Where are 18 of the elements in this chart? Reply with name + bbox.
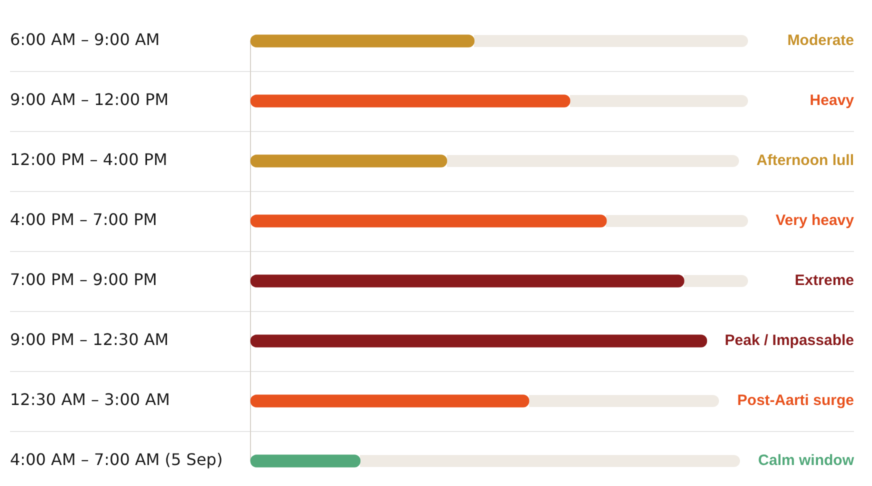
- y-tick-label: 9:00 AM – 12:00 PM: [10, 90, 169, 110]
- text: Heavy: [810, 92, 855, 110]
- bar: [250, 334, 708, 348]
- y-tick-label: 7:00 PM – 9:00 PM: [10, 270, 158, 290]
- y-tick-label: 4:00 AM – 7:00 AM (5 Sep): [10, 450, 223, 470]
- text: Calm window: [758, 452, 854, 470]
- y-tick-label: 4:00 PM – 7:00 PM: [10, 210, 158, 230]
- y-tick-label: 12:30 AM – 3:00 AM: [10, 390, 170, 410]
- text: Peak / Impassable: [724, 332, 854, 350]
- bar: [250, 454, 360, 468]
- text: Moderate: [787, 32, 854, 50]
- text: Very heavy: [776, 212, 855, 230]
- text: Afternoon lull: [756, 152, 854, 170]
- y-tick-label: 6:00 AM – 9:00 AM: [10, 30, 160, 50]
- text: Post-Aarti surge: [737, 392, 854, 410]
- text: Extreme: [794, 272, 854, 290]
- y-tick-label: 9:00 PM – 12:30 AM: [10, 330, 169, 350]
- y-tick-label: 12:00 PM – 4:00 PM: [10, 150, 168, 170]
